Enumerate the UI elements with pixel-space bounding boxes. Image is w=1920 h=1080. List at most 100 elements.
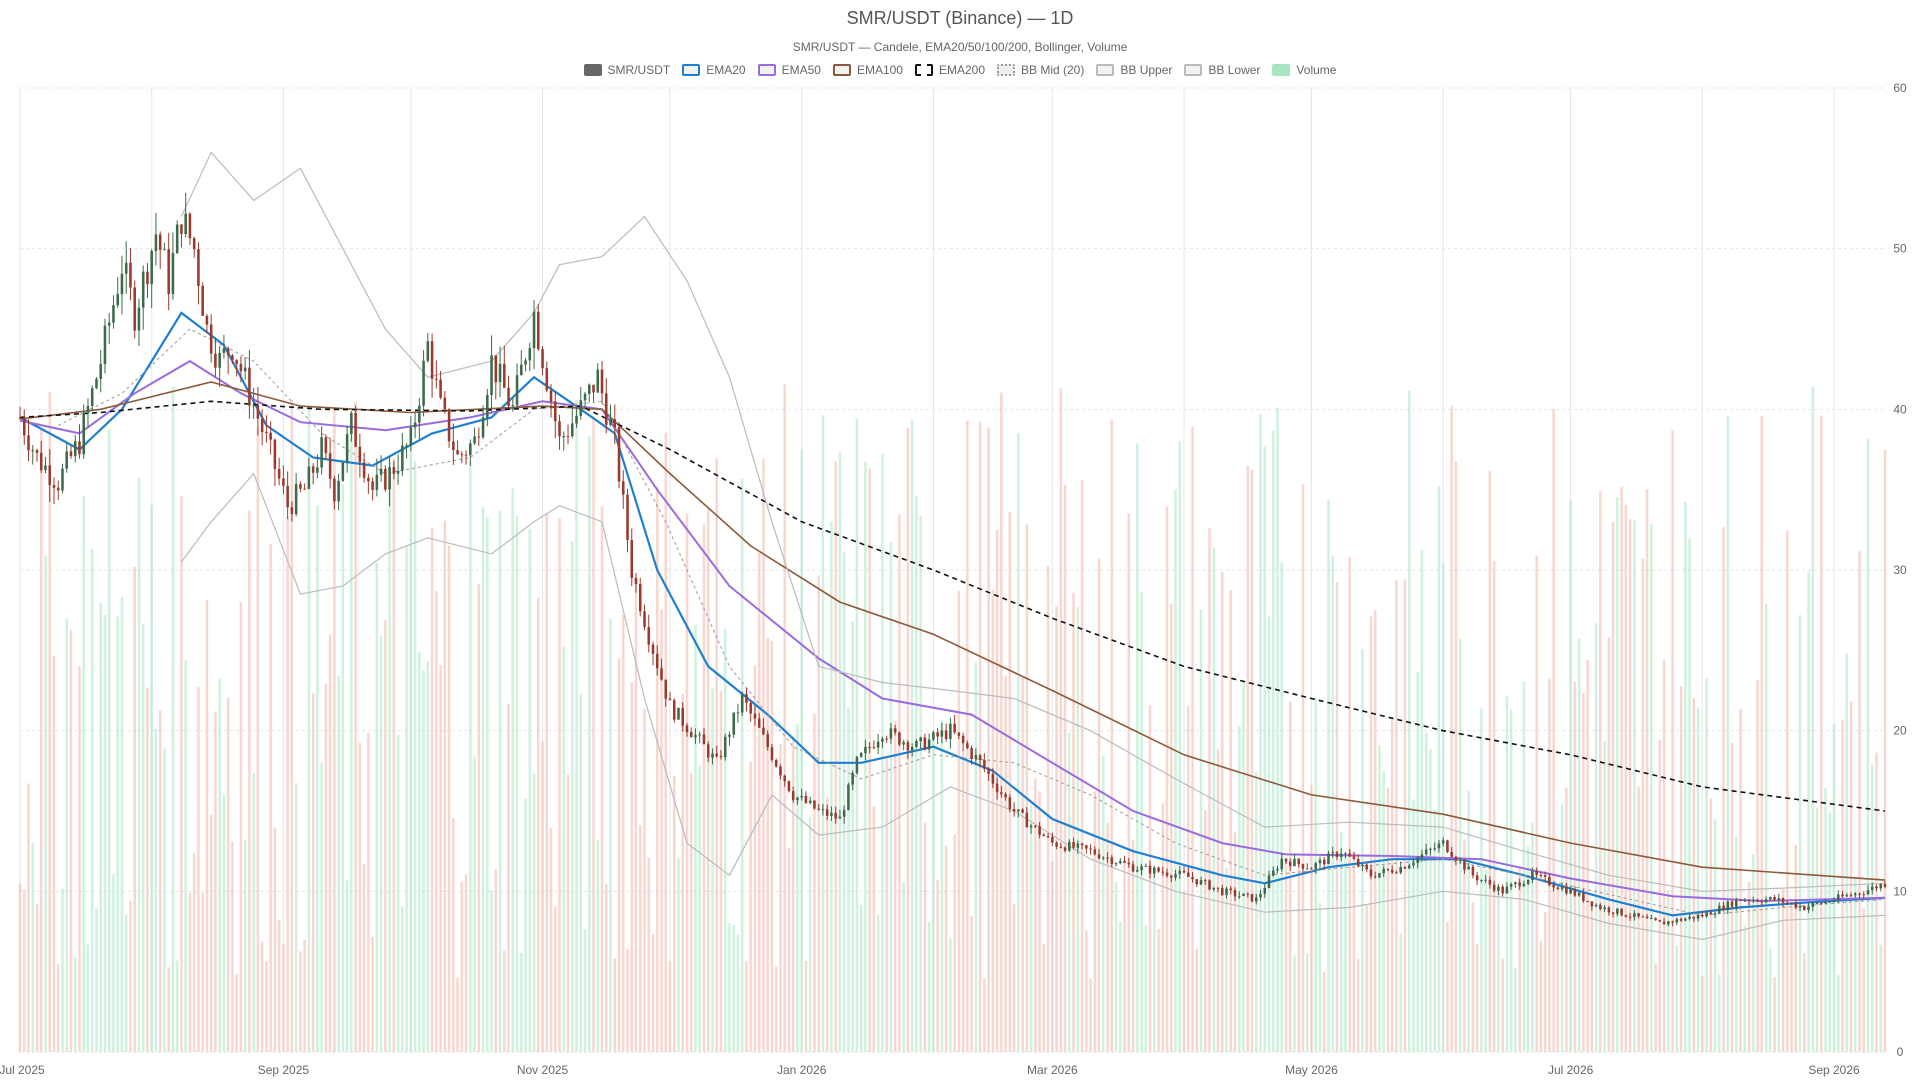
volume-bar	[821, 415, 825, 1053]
volume-bar	[1000, 392, 1003, 1053]
volume-bar	[974, 662, 978, 1052]
candle-body	[1390, 869, 1394, 873]
volume-bar	[418, 652, 421, 1052]
candle-body	[1620, 908, 1623, 916]
legend-item[interactable]: EMA100	[832, 63, 903, 77]
volume-bar	[1531, 822, 1534, 1052]
volume-bar	[469, 460, 472, 1052]
legend-item[interactable]: EMA50	[757, 63, 821, 77]
candle-body	[1548, 876, 1551, 886]
candle-body	[1097, 854, 1101, 859]
volume-bar	[1560, 803, 1564, 1052]
candle-body	[1305, 868, 1309, 870]
candle-body	[821, 809, 825, 811]
candle-body	[796, 797, 799, 801]
volume-bar	[1395, 580, 1398, 1052]
volume-bar	[316, 505, 319, 1053]
candle-body	[991, 773, 995, 784]
legend-item[interactable]: Volume	[1272, 63, 1336, 77]
candle-body	[1195, 879, 1199, 885]
candle-body	[418, 405, 421, 423]
candle-body	[1849, 895, 1853, 897]
volume-bar	[413, 461, 417, 1053]
volume-bar	[1369, 616, 1373, 1052]
volume-bar	[1454, 461, 1458, 1052]
volume-bar	[1586, 660, 1589, 1052]
candle-body	[1280, 858, 1284, 870]
volume-bar	[426, 661, 430, 1052]
candle-body	[328, 453, 332, 479]
candle-body	[1131, 864, 1135, 872]
candle-body	[1756, 900, 1759, 902]
legend-item[interactable]: SMR/USDT	[583, 63, 671, 77]
candle-body	[511, 405, 515, 407]
candle-body	[1076, 843, 1080, 848]
legend-item[interactable]: BB Mid (20)	[997, 63, 1084, 77]
candle-body	[953, 723, 956, 733]
candle-body	[1000, 792, 1003, 795]
volume-bar	[991, 589, 995, 1052]
candle-body	[1059, 846, 1063, 848]
candle-body	[1841, 894, 1844, 897]
candle-body	[817, 808, 820, 810]
candle-body	[65, 451, 69, 469]
volume-bar	[52, 655, 56, 1052]
candle-body	[579, 400, 583, 416]
volume-bar	[1475, 944, 1479, 1052]
candle-body	[405, 445, 408, 447]
volume-bar	[1862, 908, 1866, 1052]
candle-body	[1395, 872, 1398, 874]
legend-label: SMR/USDT	[607, 63, 671, 77]
candle-body	[783, 775, 786, 782]
volume-bar	[392, 458, 396, 1052]
legend-item[interactable]: BB Lower	[1184, 63, 1260, 77]
volume-bar	[915, 496, 918, 1053]
candle-body	[1441, 840, 1445, 844]
volume-bar	[1271, 430, 1275, 1052]
volume-bar	[341, 484, 345, 1052]
legend-label: Volume	[1296, 63, 1337, 77]
volume-bar	[1650, 524, 1653, 1052]
legend-item[interactable]: EMA200	[914, 63, 985, 77]
volume-bar	[90, 548, 94, 1052]
candle-body	[537, 311, 540, 350]
candle-body	[1263, 887, 1267, 894]
y-tick-label: 50	[1893, 242, 1907, 256]
candle-body	[1110, 857, 1114, 864]
volume-bar	[910, 419, 914, 1052]
legend-item[interactable]: EMA20	[682, 63, 746, 77]
volume-bar	[638, 825, 642, 1052]
volume-bar	[1263, 446, 1267, 1053]
volume-bar	[1497, 888, 1500, 1052]
volume-bar	[1565, 787, 1568, 1052]
volume-bar	[1556, 887, 1560, 1052]
volume-bar	[1752, 854, 1755, 1052]
volume-bar	[1441, 563, 1445, 1052]
candle-body	[460, 454, 464, 456]
candle-body	[906, 742, 910, 751]
candle-body	[1246, 893, 1250, 895]
volume-bar	[73, 957, 77, 1052]
volume-bar	[643, 708, 646, 1052]
volume-bar	[1786, 530, 1789, 1052]
volume-bar	[825, 797, 829, 1052]
candle-body	[422, 360, 425, 406]
volume-bar	[1773, 977, 1776, 1052]
volume-bar	[205, 599, 209, 1052]
candle-body	[944, 730, 948, 740]
volume-bar	[791, 736, 795, 1052]
y-tick-label: 40	[1893, 402, 1907, 416]
candle-body	[1662, 921, 1666, 925]
volume-bar	[1348, 556, 1351, 1052]
candle-body	[1051, 836, 1054, 843]
volume-bar	[86, 944, 90, 1052]
candle-body	[222, 348, 226, 353]
volume-bar	[1726, 416, 1730, 1052]
volume-bar	[1820, 415, 1823, 1053]
volume-bar	[1051, 860, 1054, 1052]
candle-body	[1552, 885, 1555, 888]
volume-bar	[1208, 528, 1211, 1052]
legend-item[interactable]: BB Upper	[1096, 63, 1172, 77]
volume-bar	[621, 614, 625, 1052]
candle-body	[1450, 852, 1453, 857]
